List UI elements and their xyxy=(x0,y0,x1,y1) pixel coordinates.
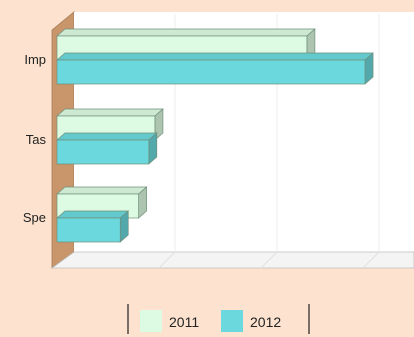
legend-swatch-2012 xyxy=(221,310,243,332)
bar-top-spe-2012 xyxy=(56,210,130,219)
y-tick-label: Spe xyxy=(23,210,46,225)
y-tick-label: Imp xyxy=(24,52,46,67)
bar-tas-2012 xyxy=(56,139,150,165)
bar-top-imp-2012 xyxy=(56,52,374,61)
grid-line-floor xyxy=(260,251,278,269)
y-tick-label: Tas xyxy=(26,132,47,147)
legend: 2011 2012 xyxy=(127,304,310,334)
grid-line-floor xyxy=(158,251,176,269)
legend-label-2012: 2012 xyxy=(250,314,281,330)
bar-top-tas-2012 xyxy=(56,132,158,141)
plot-floor xyxy=(50,251,414,269)
legend-label-2011: 2011 xyxy=(169,314,199,330)
bar-top-tas-2011 xyxy=(56,108,164,117)
grid-line-floor xyxy=(362,251,380,269)
bar-top-spe-2011 xyxy=(56,186,148,195)
bar-imp-2012 xyxy=(56,59,366,85)
legend-swatch-2011 xyxy=(140,310,162,332)
bar-top-imp-2011 xyxy=(56,28,316,37)
bar-spe-2012 xyxy=(56,217,121,243)
